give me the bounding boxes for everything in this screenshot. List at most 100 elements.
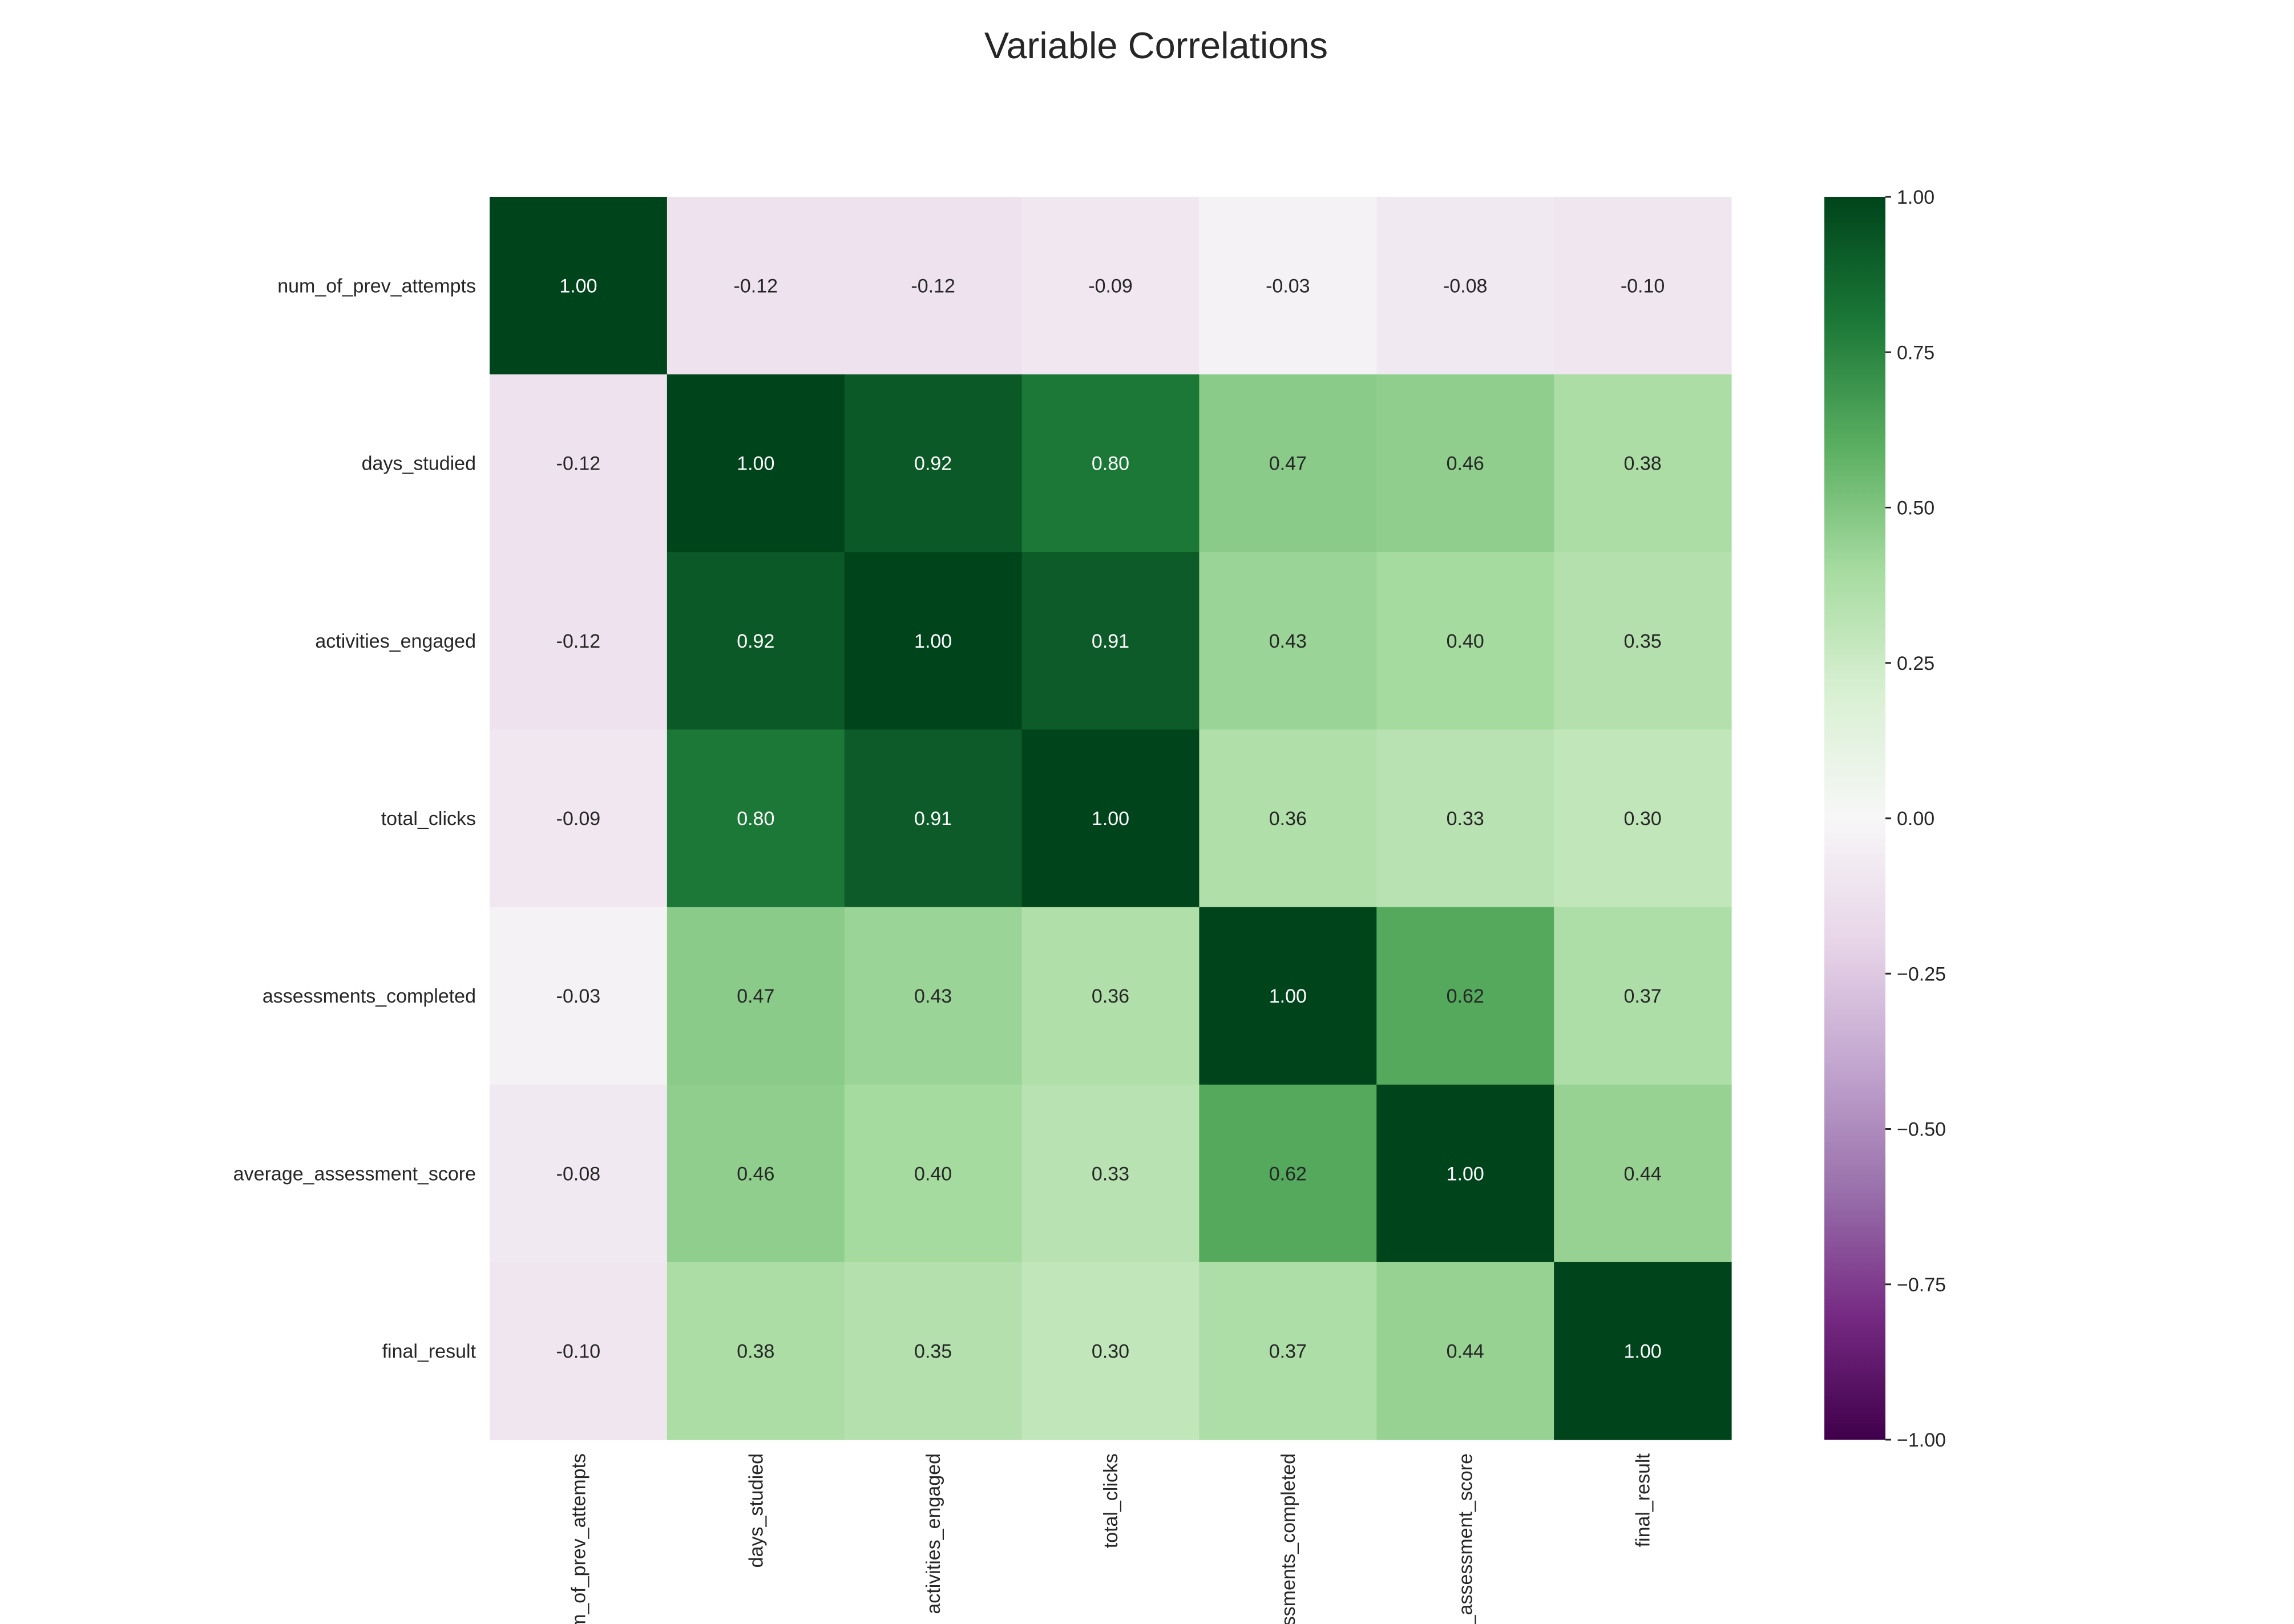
heatmap-cell: [1199, 197, 1377, 375]
heatmap-cell: [844, 552, 1023, 730]
cell-value-label: -0.03: [1266, 276, 1310, 297]
cell-value-label: 0.80: [737, 808, 774, 830]
cell-value-label: 0.46: [737, 1163, 774, 1185]
row-label: average_assessment_score: [233, 1163, 476, 1185]
cell-value-label: 0.80: [1092, 453, 1129, 475]
heatmap-cell: [1199, 1084, 1377, 1263]
heatmap-cell: [1554, 552, 1732, 730]
colorbar-tick-label: −0.75: [1897, 1274, 1946, 1296]
cell-value-label: 0.44: [1447, 1340, 1484, 1362]
row-label: assessments_completed: [262, 985, 476, 1007]
cell-value-label: -0.12: [734, 276, 778, 297]
colorbar: 1.00 0.75 0.50 0.25 0.00 −0.25 −0.50 −0.75 −1.00: [1824, 187, 1946, 1451]
heatmap-cell: [1021, 197, 1200, 375]
cell-value-label: -0.09: [556, 808, 601, 830]
heatmap-cell: [667, 1262, 845, 1440]
cell-value-label: 0.43: [1269, 631, 1307, 652]
cell-value-label: -0.03: [556, 985, 601, 1007]
cell-value-label: -0.12: [556, 453, 601, 475]
heatmap-cell: [1554, 1084, 1732, 1263]
cell-value-label: 1.00: [559, 276, 597, 297]
heatmap-cell: [490, 552, 668, 730]
heatmap-cell: [1376, 552, 1554, 730]
heatmap-cell: [667, 197, 845, 375]
col-label: days_studied: [745, 1453, 767, 1568]
heatmap-cell: [490, 1084, 668, 1263]
heatmap-cell: [490, 907, 668, 1085]
cell-value-label: 1.00: [737, 453, 774, 475]
cell-value-label: 0.30: [1092, 1340, 1129, 1362]
cell-value-label: 0.92: [914, 453, 952, 475]
heatmap-cell: [1376, 197, 1554, 375]
col-label: total_clicks: [1100, 1453, 1122, 1548]
colorbar-tick-label: −0.50: [1897, 1119, 1946, 1141]
heatmap-cell: [1376, 729, 1554, 908]
row-label: activities_engaged: [315, 631, 476, 652]
cell-value-label: 1.00: [1623, 1340, 1661, 1362]
cell-value-label: 1.00: [1447, 1163, 1484, 1185]
heatmap-cell: [1554, 374, 1732, 552]
colorbar-tick-label: −1.00: [1897, 1429, 1946, 1451]
heatmap-cell: [1199, 907, 1377, 1085]
heatmap-cell: [844, 374, 1023, 552]
heatmap-cell: [1554, 729, 1732, 908]
heatmap-cell: [844, 197, 1023, 375]
heatmap-cell: [1199, 552, 1377, 730]
cell-value-label: 0.40: [914, 1163, 952, 1185]
cell-value-label: -0.08: [556, 1163, 601, 1185]
heatmap-cell: [844, 729, 1023, 908]
col-labels: num_of_prev_attempts days_studied activiti…: [568, 1453, 1654, 1624]
cell-value-label: 0.37: [1269, 1340, 1307, 1362]
cell-value-label: 0.43: [914, 985, 952, 1007]
cell-value-label: 0.44: [1623, 1163, 1661, 1185]
heatmap-cell: [667, 552, 845, 730]
heatmap-cell: [1376, 1262, 1554, 1440]
colorbar-tick-label: 0.50: [1897, 498, 1934, 519]
cell-value-label: 0.33: [1447, 808, 1484, 830]
cell-value-label: 0.35: [914, 1340, 952, 1362]
heatmap-cell: [1199, 1262, 1377, 1440]
heatmap-cells: 1.00 -0.12 -0.12 -0.09 -0.03 -0.08 -0.10 -0.12 1…: [490, 197, 1732, 1440]
cell-value-label: 0.37: [1623, 985, 1661, 1007]
cell-value-label: 0.38: [737, 1340, 774, 1362]
heatmap-cell: [667, 729, 845, 908]
heatmap-cell: [1554, 197, 1732, 375]
cell-value-label: 1.00: [1269, 985, 1307, 1007]
heatmap-cell: [490, 197, 668, 375]
chart-title: Variable Correlations: [984, 25, 1328, 66]
heatmap-cell: [1021, 1084, 1200, 1263]
cell-value-label: -0.09: [1088, 276, 1133, 297]
col-label: assessments_completed: [1278, 1453, 1299, 1624]
colorbar-tick-label: 1.00: [1897, 187, 1934, 208]
cell-value-label: 0.92: [737, 631, 774, 652]
heatmap-cell: [490, 374, 668, 552]
cell-value-label: -0.10: [556, 1340, 601, 1362]
heatmap-cell: [1199, 374, 1377, 552]
col-label: num_of_prev_attempts: [568, 1453, 589, 1624]
heatmap-cell: [1376, 374, 1554, 552]
cell-value-label: -0.10: [1621, 276, 1665, 297]
heatmap-cell: [490, 1262, 668, 1440]
heatmap-cell: [1021, 729, 1200, 908]
heatmap-cell: [1021, 1262, 1200, 1440]
heatmap-cell: [1021, 552, 1200, 730]
colorbar-tick-label: 0.00: [1897, 808, 1934, 830]
cell-value-label: 0.36: [1269, 808, 1307, 830]
cell-value-label: 0.91: [914, 808, 952, 830]
col-label: average_assessment_score: [1455, 1453, 1477, 1624]
cell-value-label: 0.40: [1447, 631, 1484, 652]
heatmap-cell: [1021, 374, 1200, 552]
cell-value-label: 0.62: [1447, 985, 1484, 1007]
heatmap-cell: [1376, 1084, 1554, 1263]
heatmap-cell: [1199, 729, 1377, 908]
heatmap-cell: [1376, 907, 1554, 1085]
heatmap-cell: [667, 907, 845, 1085]
cell-value-label: -0.12: [556, 631, 601, 652]
cell-value-label: -0.12: [911, 276, 955, 297]
row-label: final_result: [382, 1340, 476, 1362]
cell-value-label: 0.46: [1447, 453, 1484, 475]
colorbar-tick-label: 0.75: [1897, 342, 1934, 363]
col-label: activities_engaged: [923, 1453, 944, 1614]
heatmap-cell: [490, 729, 668, 908]
